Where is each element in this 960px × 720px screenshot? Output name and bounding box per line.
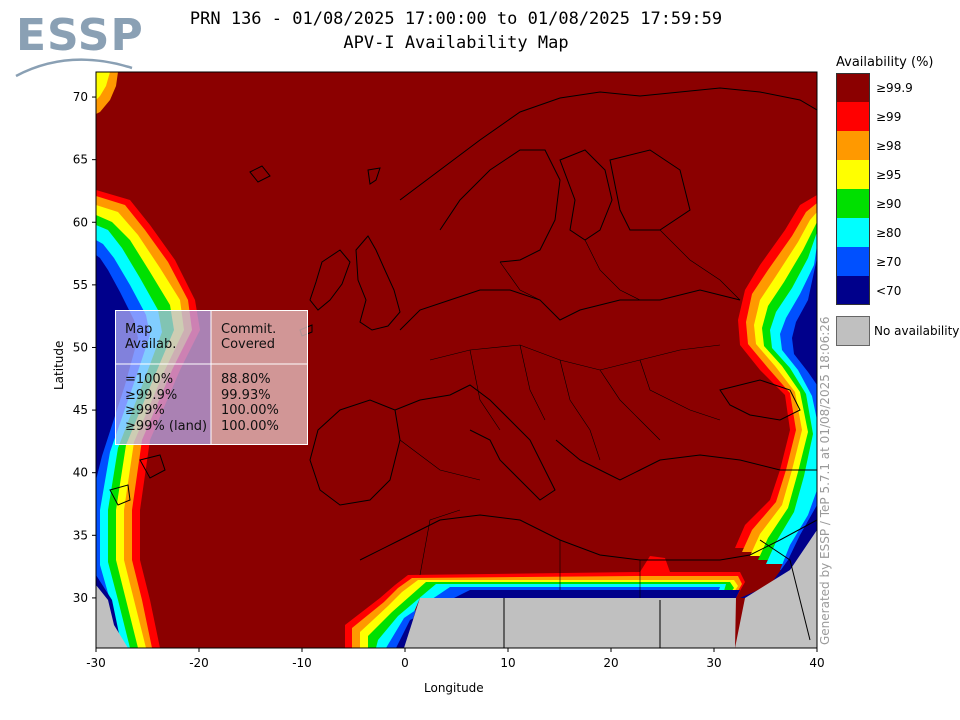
stats-avail-cell: ≥99% (land) (125, 418, 208, 434)
stats-avail-cell: ≥99% (125, 403, 165, 418)
legend-label: ≥80 (876, 226, 902, 240)
x-axis-title: Longitude (424, 681, 484, 695)
stats-covered-cell: 100.00% (221, 418, 279, 434)
country-borders (399, 229, 741, 598)
legend-label: <70 (876, 284, 902, 298)
legend-swatch (836, 218, 870, 247)
stats-avail-cell: =100% (125, 372, 174, 387)
stats-header-availab: Map Availab. (125, 322, 177, 352)
legend-swatch-no-availability (836, 316, 870, 346)
x-tick-label: -20 (189, 656, 209, 670)
y-tick-label: 35 (73, 528, 88, 542)
y-tick-label: 50 (73, 340, 88, 354)
x-tick-label: -30 (86, 656, 106, 670)
x-tick-label: 10 (500, 656, 515, 670)
legend-label: ≥95 (876, 168, 902, 182)
legend-swatch (836, 102, 870, 131)
legend-label: ≥99 (876, 110, 902, 124)
x-tick-label: 20 (603, 656, 618, 670)
legend-swatch (836, 73, 870, 102)
stats-table: Map Availab. Commit. Covered =100% ≥99.9… (115, 310, 308, 445)
plot-frame (95, 71, 818, 649)
south-degradation-bands (345, 556, 745, 648)
legend-swatch (836, 189, 870, 218)
y-tick-label: 40 (73, 466, 88, 480)
legend-swatch (836, 247, 870, 276)
y-tick-label: 55 (73, 278, 88, 292)
coastlines (109, 87, 817, 648)
legend-swatch (836, 276, 870, 305)
legend-label: ≥99.9 (876, 81, 913, 95)
y-tick-label: 65 (73, 153, 88, 167)
x-tick-label: 30 (706, 656, 721, 670)
stats-table-bg (115, 310, 308, 445)
legend-label: ≥98 (876, 139, 902, 153)
y-tick-label: 30 (73, 591, 88, 605)
y-tick-label: 70 (73, 90, 88, 104)
stats-avail-column: =100% ≥99.9% ≥99% ≥99% (land) (125, 372, 207, 434)
legend-title: Availability (%) (836, 55, 934, 70)
x-tick-label: -10 (292, 656, 312, 670)
stats-covered-cell: 100.00% (221, 403, 279, 418)
y-axis-title: Latitude (52, 340, 66, 390)
y-tick-label: 45 (73, 403, 88, 417)
stats-covered-cell: 88.80% (221, 372, 271, 387)
essp-logo: ESSP (14, 10, 143, 80)
x-tick-label: 40 (809, 656, 824, 670)
legend-label: ≥70 (876, 255, 902, 269)
map-title: PRN 136 - 01/08/2025 17:00:00 to 01/08/2… (189, 9, 723, 29)
legend-frame (836, 73, 870, 305)
x-tick-label: 0 (401, 656, 409, 670)
stats-avail-cell: ≥99.9% (125, 387, 178, 403)
map-subtitle: APV-I Availability Map (343, 33, 569, 53)
axis-ticks: -30 -20 -10 0 10 20 30 40 30 35 40 45 50 55 60 65 70 (73, 90, 825, 670)
stats-covered-column: 88.80% 99.93% 100.00% 100.00% (221, 372, 279, 434)
logo-swoosh-icon (15, 58, 133, 78)
generated-by-watermark: Generated by ESSP / TeP 5.7.1 at 01/08/2… (818, 316, 832, 645)
stats-header-covered: Commit. Covered (221, 322, 277, 352)
legend-swatch (836, 160, 870, 189)
legend-label: ≥90 (876, 197, 902, 211)
y-tick-label: 60 (73, 215, 88, 229)
logo-text: ESSP (16, 10, 144, 61)
stats-covered-cell: 99.93% (221, 387, 271, 403)
legend-label-no-availability: No availability (874, 324, 960, 338)
legend-swatch (836, 131, 870, 160)
